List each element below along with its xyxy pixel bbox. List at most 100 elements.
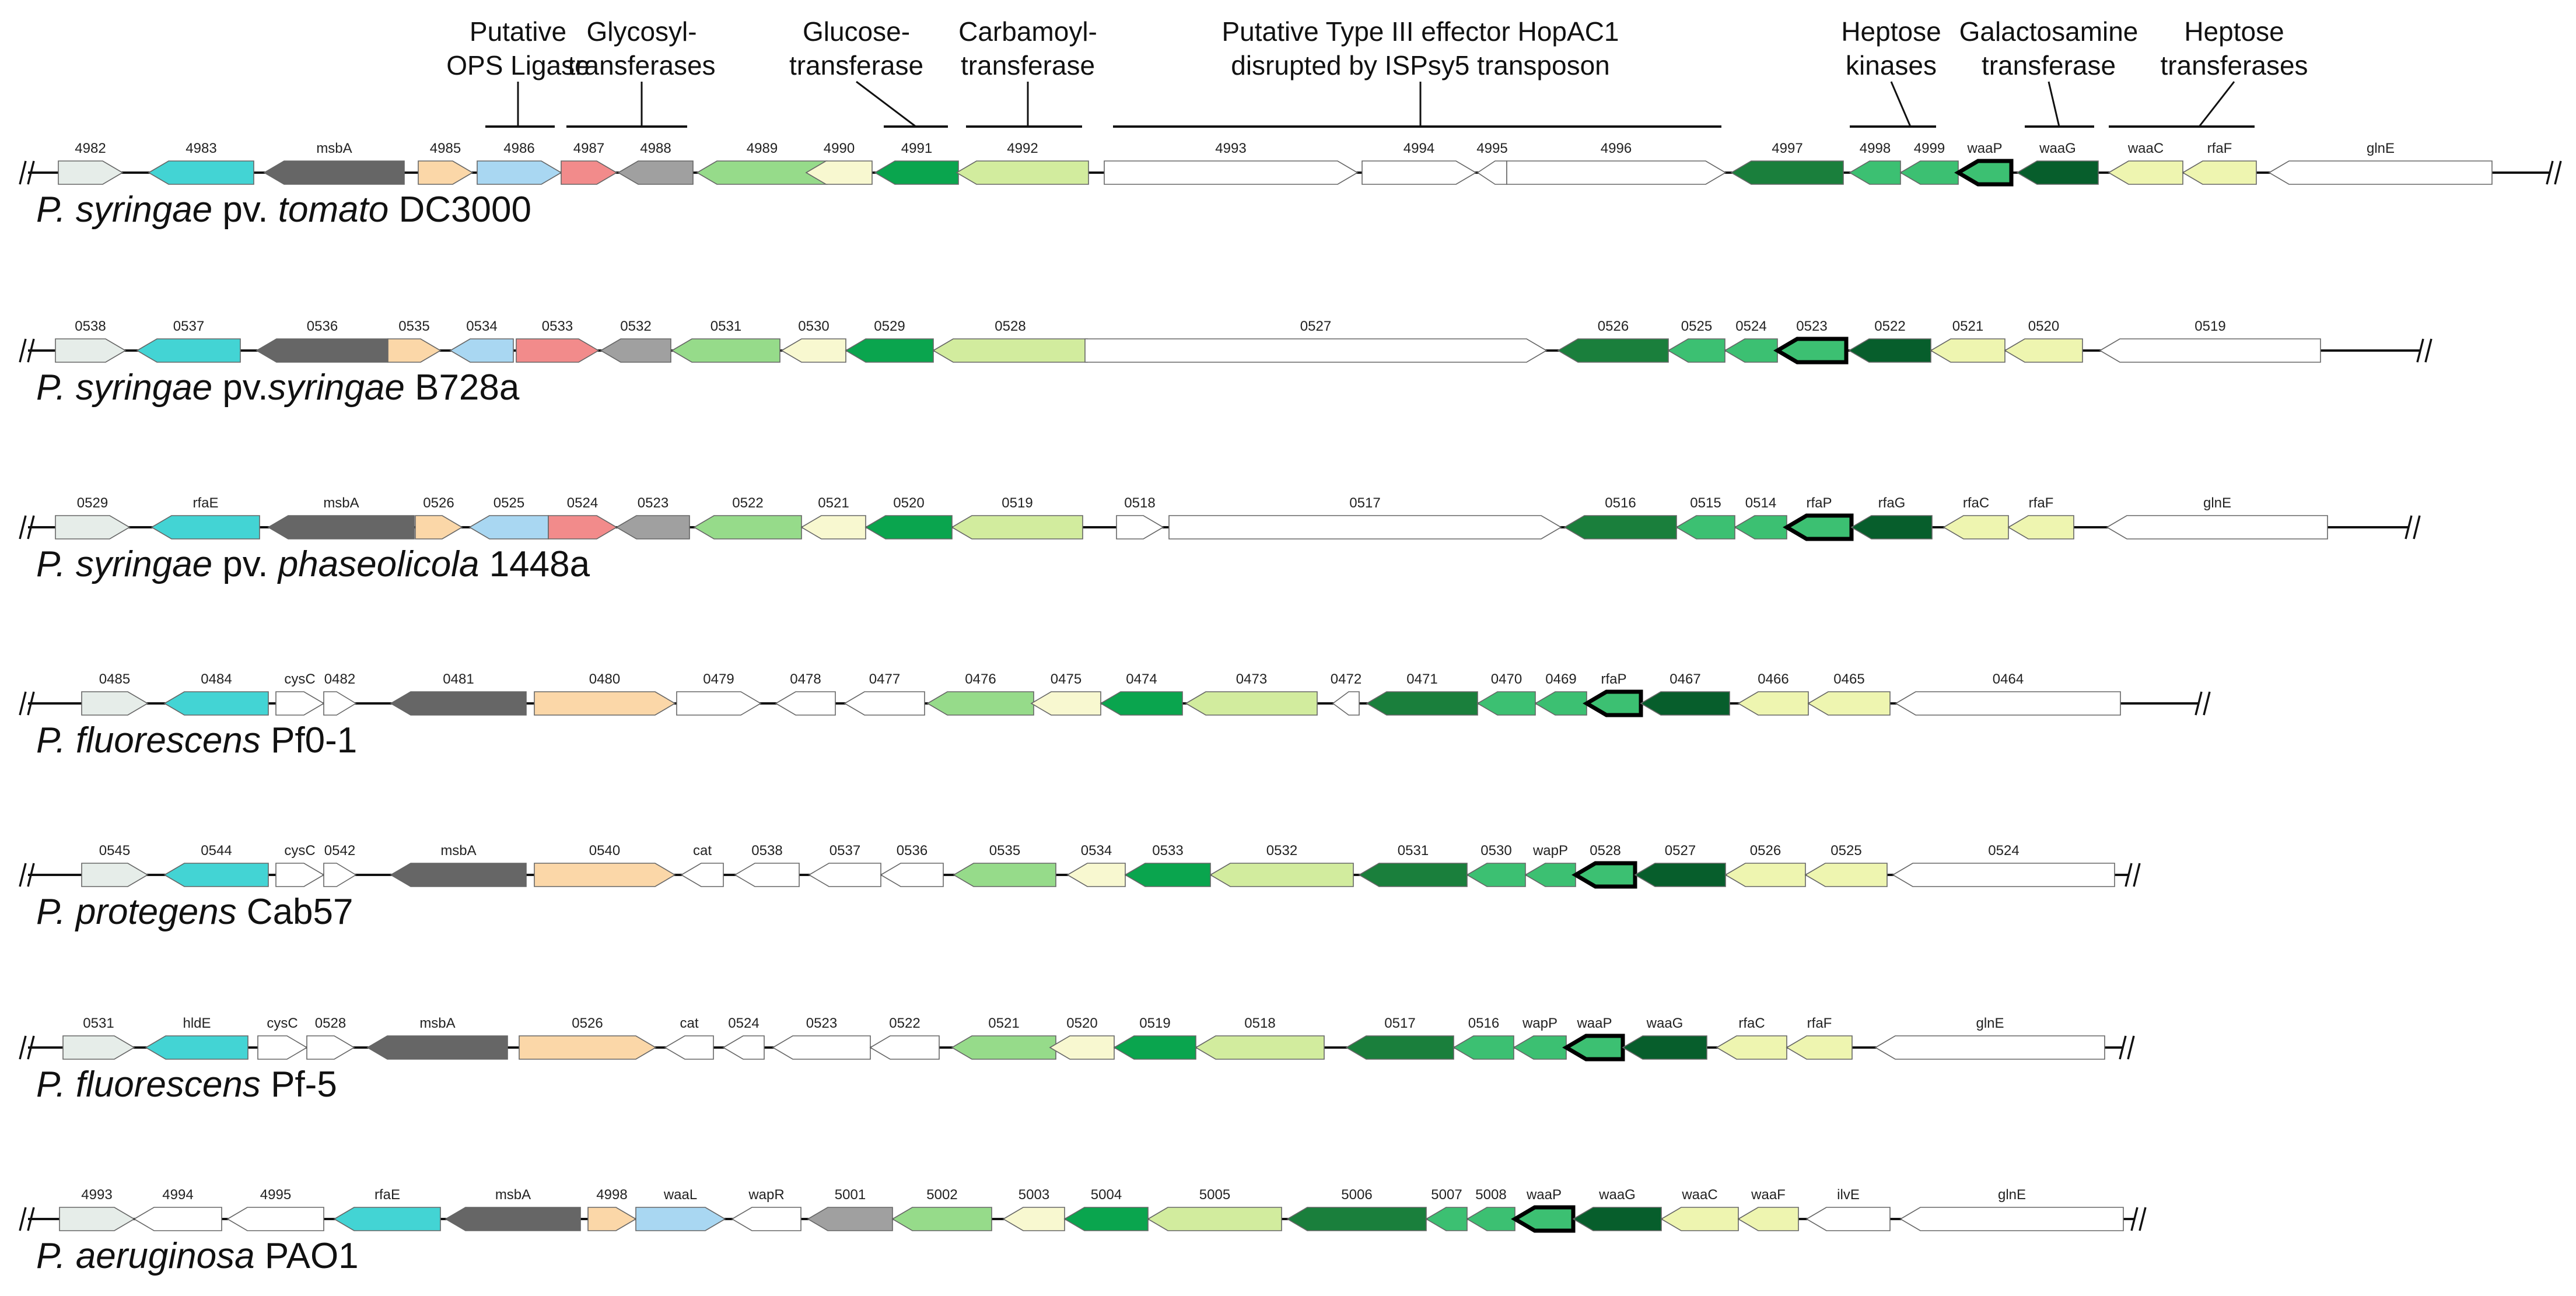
gene-arrow-3-8 [844,691,925,716]
gene-arrow-5-13 [1195,1035,1325,1060]
annotation-label-4-0: Putative Type III effector HopAC1 [1222,16,1619,47]
gene-arrow-0-5 [561,160,618,185]
gene-label-0-17: 4999 [1914,141,1945,156]
strain-part-2-2: phaseolicola [277,544,480,584]
gene-label-0-8: 4990 [824,141,855,156]
gene-label-4-6: cat [693,843,712,859]
gene-label-1-18: 0520 [2028,318,2059,334]
gene-label-6-5: 4998 [596,1187,627,1203]
gene-arrow-4-17 [1572,861,1637,889]
strain-label-4: P. protegens Cab57 [36,892,354,932]
gene-arrow-1-15 [1773,337,1849,365]
annotation-2: Glucose-transferase [789,16,948,128]
track-4: 0545 0544 cysC 0542 msbA 0540 cat 0538 0537 0536 0… [19,843,2141,932]
gene-arrow-5-3 [306,1035,355,1060]
gene-label-1-7: 0531 [710,318,741,334]
gene-arrow-2-4 [468,515,549,540]
gene-label-3-20: 0465 [1833,671,1864,687]
gene-label-1-1: 0537 [173,318,204,334]
strain-label-6: P. aeruginosa PAO1 [36,1236,359,1276]
strain-part-3-1: Pf0-1 [261,720,357,761]
gene-label-2-0: 0529 [77,495,108,511]
gene-label-3-2: cysC [284,671,315,687]
annotation-label-1-0: Glycosyl- [586,16,696,47]
gene-label-1-11: 0527 [1300,318,1331,334]
break-mark-0-right [2546,160,2562,185]
strain-part-5-0: P. fluorescens [36,1064,261,1105]
annotation-1: Glycosyl-transferases [566,16,716,128]
gene-arrow-5-5 [519,1035,657,1060]
gene-arrow-0-12 [1362,160,1477,185]
gene-arrow-5-9 [869,1035,940,1060]
gene-label-3-13: 0472 [1331,671,1362,687]
break-mark-1-right [2416,338,2432,363]
gene-arrow-1-14 [1724,338,1778,363]
annotation-label-6-0: Galactosamine [1959,16,2138,47]
gene-label-6-14: 5007 [1431,1187,1462,1203]
gene-arrow-1-0 [55,338,127,363]
gene-arrow-5-20 [1786,1035,1853,1060]
gene-arrow-3-0 [81,691,149,716]
gene-arrow-6-15 [1466,1207,1516,1231]
gene-arrow-6-3 [333,1207,441,1231]
gene-arrow-3-16 [1534,691,1587,716]
gene-label-3-8: 0477 [869,671,900,687]
gene-label-4-11: 0534 [1081,843,1112,859]
gene-label-4-9: 0536 [897,843,928,859]
gene-arrow-1-2 [256,338,388,363]
annotation-label-5-1: kinases [1846,50,1937,80]
gene-label-0-10: 4992 [1007,141,1038,156]
track-5: 0531 hldE cysC 0528 msbA 0526 cat 0524 0523 0522 0… [19,1015,2135,1105]
gene-label-3-17: rfaP [1601,671,1626,687]
gene-arrow-0-3 [418,160,474,185]
gene-arrow-4-7 [734,863,800,887]
gene-label-6-18: waaC [1681,1187,1717,1203]
gene-arrow-3-14 [1366,691,1478,716]
gene-label-2-10: 0519 [1002,495,1032,511]
gene-label-1-0: 0538 [75,318,106,334]
gene-arrow-6-14 [1425,1207,1468,1231]
gene-label-4-16: wapP [1532,843,1568,859]
gene-label-4-8: 0537 [830,843,860,859]
gene-arrow-1-18 [2004,338,2083,363]
gene-arrow-3-19 [1737,691,1809,716]
gene-arrow-0-14 [1506,160,1727,185]
gene-label-2-19: rfaF [2029,495,2054,511]
gene-label-5-3: 0528 [315,1015,346,1031]
gene-arrow-3-4 [390,691,527,716]
gene-arrow-6-16 [1511,1205,1576,1233]
gene-label-2-12: 0517 [1349,495,1380,511]
gene-label-3-11: 0474 [1126,671,1157,687]
gene-label-4-15: 0530 [1480,843,1511,859]
strain-label-0: P. syringae pv. tomato DC3000 [36,190,531,230]
gene-label-3-15: 0470 [1491,671,1522,687]
gene-arrow-2-7 [693,515,802,540]
gene-label-6-6: waaL [663,1187,697,1203]
strain-part-6-0: P. aeruginosa [36,1236,255,1276]
gene-arrow-0-18 [1954,159,2014,187]
gene-label-6-7: wapR [748,1187,784,1203]
gene-label-2-6: 0523 [638,495,668,511]
gene-label-2-20: glnE [2203,495,2231,511]
gene-label-6-21: glnE [1998,1187,2026,1203]
gene-arrow-4-20 [1804,863,1888,887]
gene-label-0-11: 4993 [1215,141,1246,156]
gene-arrow-3-11 [1100,691,1183,716]
gene-label-4-0: 0545 [99,843,130,859]
gene-arrow-6-21 [1899,1207,2124,1231]
gene-arrow-3-21 [1895,691,2121,716]
track-2: 0529 rfaE msbA 0526 0525 0524 0523 0522 0521 0520… [19,495,2421,584]
gene-label-0-16: 4998 [1860,141,1891,156]
gene-label-3-5: 0480 [589,671,620,687]
gene-label-5-21: glnE [1976,1015,2004,1031]
strain-part-1-3: B728a [405,367,520,408]
gene-arrow-6-13 [1286,1207,1427,1231]
gene-label-2-3: 0526 [423,495,454,511]
gene-arrow-4-4 [390,863,527,887]
gene-label-6-20: ilvE [1837,1187,1860,1203]
gene-label-5-9: 0522 [889,1015,920,1031]
gene-label-6-4: msbA [495,1187,531,1203]
